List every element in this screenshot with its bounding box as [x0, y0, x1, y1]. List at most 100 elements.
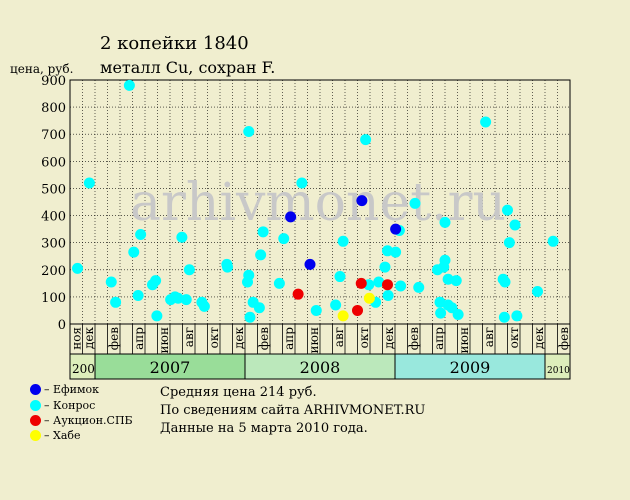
y-tick-label: 900	[41, 74, 66, 89]
y-axis-label: цена, руб.	[10, 62, 74, 76]
x-month-label: июн	[157, 327, 171, 353]
legend-konros-label: – Конрос	[44, 399, 96, 412]
plot-frame	[69, 79, 571, 325]
point-konros	[310, 304, 322, 316]
point-konros	[409, 197, 421, 209]
year-label-2008: 2008	[300, 358, 341, 377]
y-tick-label: 300	[41, 237, 66, 252]
x-month-label: апр	[432, 327, 446, 350]
x-month-label: дек	[382, 327, 396, 349]
y-tick-label: 700	[41, 128, 66, 143]
point-konros	[511, 310, 523, 322]
x-month-label: авг	[482, 327, 496, 347]
point-konros	[105, 276, 117, 288]
point-konros	[244, 311, 256, 323]
legend-item-efimok: – Ефимок	[30, 383, 99, 396]
point-konros	[257, 226, 269, 238]
point-konros	[547, 235, 559, 247]
point-konros	[180, 294, 192, 306]
x-month-label: ноя	[69, 327, 83, 350]
legend-auction-spb-label: – Аукцион.СПБ	[44, 414, 133, 427]
point-konros	[273, 277, 285, 289]
point-konros	[413, 281, 425, 293]
chart-subtitle: металл Cu, сохран F.	[100, 58, 276, 77]
point-konros	[150, 275, 162, 287]
point-konros	[498, 311, 510, 323]
x-month-label: июн	[307, 327, 321, 353]
average-price-text: Средняя цена 214 руб.	[160, 385, 317, 400]
y-tick-label: 100	[41, 291, 66, 306]
y-tick-label: 500	[41, 182, 66, 197]
year-label-2007: 2007	[150, 358, 191, 377]
point-konros	[450, 275, 462, 287]
point-auction-spb	[355, 277, 367, 289]
x-month-label: окт	[507, 327, 521, 349]
year-band-2006	[69, 353, 96, 380]
point-konros	[502, 204, 513, 216]
y-axis-ticks: 0 100 200 300 400 500 600 700 800 900	[41, 74, 66, 333]
point-konros	[334, 271, 346, 283]
point-konros	[132, 290, 144, 302]
x-month-label: фев	[107, 327, 121, 350]
point-konros	[128, 246, 140, 258]
legend-efimok-icon	[30, 384, 41, 395]
x-month-label: авг	[182, 327, 196, 347]
x-month-label: окт	[207, 327, 221, 349]
legend-item-auction-spb: – Аукцион.СПБ	[30, 414, 133, 427]
x-month-label: фев	[557, 327, 571, 350]
point-konros	[439, 216, 451, 228]
data-points	[72, 79, 559, 323]
x-month-label: апр	[132, 327, 146, 350]
legend-khabe-label: – Хабе	[44, 429, 81, 442]
grid-lines	[70, 80, 570, 354]
point-auction-spb	[382, 279, 393, 291]
point-konros	[390, 246, 402, 258]
point-efimok	[356, 195, 368, 207]
legend-khabe-icon	[30, 430, 41, 441]
y-tick-label: 800	[41, 101, 66, 116]
point-efimok	[285, 211, 297, 223]
point-konros	[373, 276, 385, 288]
y-tick-label: 0	[58, 318, 66, 333]
x-month-label: авг	[332, 327, 346, 347]
legend-auction-spb-icon	[30, 415, 41, 426]
point-konros	[330, 299, 342, 311]
point-konros	[83, 177, 95, 189]
x-month-label: фев	[257, 327, 271, 350]
point-auction-spb	[292, 288, 304, 300]
point-konros	[439, 254, 451, 266]
point-konros	[72, 262, 83, 274]
point-konros	[198, 300, 210, 312]
point-konros	[452, 309, 464, 321]
year-label-2009: 2009	[450, 358, 491, 377]
point-konros	[382, 245, 393, 257]
point-konros	[296, 177, 308, 189]
y-tick-label: 200	[41, 264, 66, 279]
x-month-label: окт	[357, 327, 371, 349]
point-konros	[499, 276, 511, 288]
point-konros	[382, 290, 394, 302]
legend-item-khabe: – Хабе	[30, 429, 81, 442]
point-konros	[278, 233, 290, 245]
point-konros	[253, 302, 265, 314]
point-konros	[442, 273, 454, 285]
year-label-2010: 2010	[547, 366, 570, 376]
point-konros	[509, 219, 521, 231]
point-khabe	[337, 310, 349, 322]
point-konros	[532, 285, 543, 297]
legend-konros-icon	[30, 400, 41, 411]
point-konros	[123, 79, 135, 91]
point-konros	[183, 264, 195, 276]
y-tick-label: 400	[41, 210, 66, 225]
point-khabe	[363, 292, 375, 304]
x-month-label: дек	[232, 327, 246, 349]
x-month-label: дек	[82, 327, 96, 349]
y-tick-label: 600	[41, 155, 66, 170]
point-konros	[151, 310, 163, 322]
chart-title: 2 копейки 1840	[100, 33, 249, 54]
point-konros	[222, 261, 233, 273]
point-efimok	[390, 223, 402, 235]
year-band-2010	[544, 353, 571, 380]
